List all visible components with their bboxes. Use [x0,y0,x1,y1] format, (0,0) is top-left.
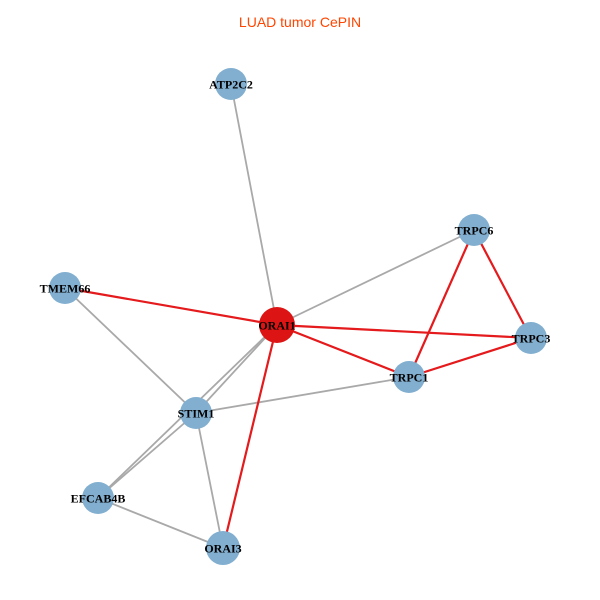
node-TRPC1 [393,361,425,393]
plot-title: LUAD tumor CePIN [238,14,362,30]
edge-TMEM66-ORAI1 [63,286,279,327]
node-ATP2C2 [215,68,247,100]
edge-TRPC6-TRPC1 [407,228,476,379]
node-ORAI3 [206,531,240,565]
edge-EFCAB4B-ORAI3 [97,497,224,549]
edge-TRPC1-TRPC3 [407,336,533,379]
node-TMEM66 [49,272,81,304]
edge-TMEM66-STIM1 [64,287,197,414]
edge-ATP2C2-ORAI1 [230,83,278,326]
edge-ORAI1-TRPC1 [275,323,411,379]
node-TRPC3 [515,322,547,354]
node-STIM1 [180,397,212,429]
edge-ORAI1-ORAI3 [221,323,279,550]
node-ORAI1 [259,307,295,343]
edge-TRPC6-ORAI1 [276,229,475,326]
node-TRPC6 [458,214,490,246]
edge-TRPC6-TRPC3 [472,228,533,340]
edge-STIM1-TRPC1 [195,376,410,414]
edge-EFCAB4B-STIM1 [97,412,197,499]
edge-STIM1-ORAI1 [195,324,278,414]
node-EFCAB4B [82,482,114,514]
edge-ORAI1-TRPC3 [275,323,533,340]
edge-STIM1-ORAI3 [195,412,224,549]
